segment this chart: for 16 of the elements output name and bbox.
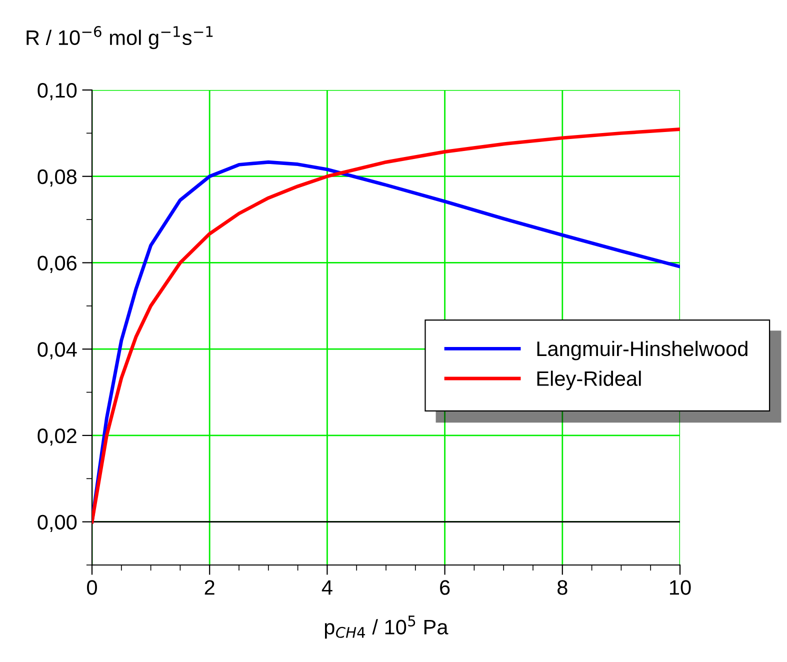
y-tick-label: 0,10: [38, 83, 77, 100]
y-axis-title: R / 10$^{−6}$ mol g$^{−1}$s$^{−1}$: [26, 26, 213, 50]
x-tick-label: 0: [87, 580, 97, 595]
y-tick-label: 0,08: [38, 169, 77, 187]
x-tick-label: 4: [322, 580, 332, 595]
legend-label: Eley-Rideal: [537, 370, 641, 390]
x-tick-label: 8: [558, 580, 568, 595]
x-tick-label: 6: [440, 580, 450, 595]
legend-label: Langmuir-Hinshelwood: [537, 340, 748, 360]
x-tick-label: 2: [204, 580, 214, 595]
x-tick-label: 10: [670, 580, 691, 595]
y-tick-label: 0,00: [38, 514, 77, 532]
y-tick-label: 0,04: [38, 342, 77, 360]
y-tick-label: 0,06: [38, 256, 77, 273]
x-axis-title: p$_{CH4}$ / 10$^{5}$ Pa: [324, 616, 448, 639]
y-tick-label: 0,02: [38, 428, 76, 446]
